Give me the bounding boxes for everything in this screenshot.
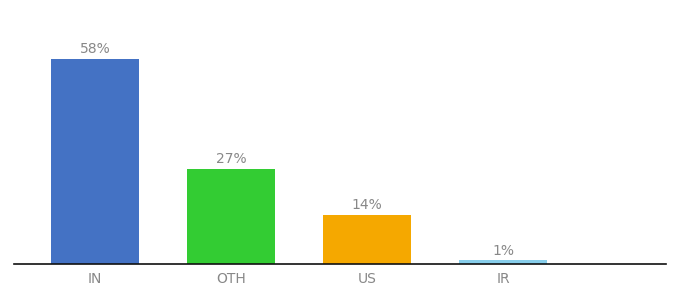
Text: 27%: 27% xyxy=(216,152,247,166)
Bar xyxy=(51,59,139,264)
Text: 58%: 58% xyxy=(80,43,111,56)
Text: 14%: 14% xyxy=(352,198,383,212)
Bar xyxy=(459,260,547,264)
Bar xyxy=(187,169,275,264)
Bar xyxy=(323,214,411,264)
Text: 1%: 1% xyxy=(492,244,514,258)
